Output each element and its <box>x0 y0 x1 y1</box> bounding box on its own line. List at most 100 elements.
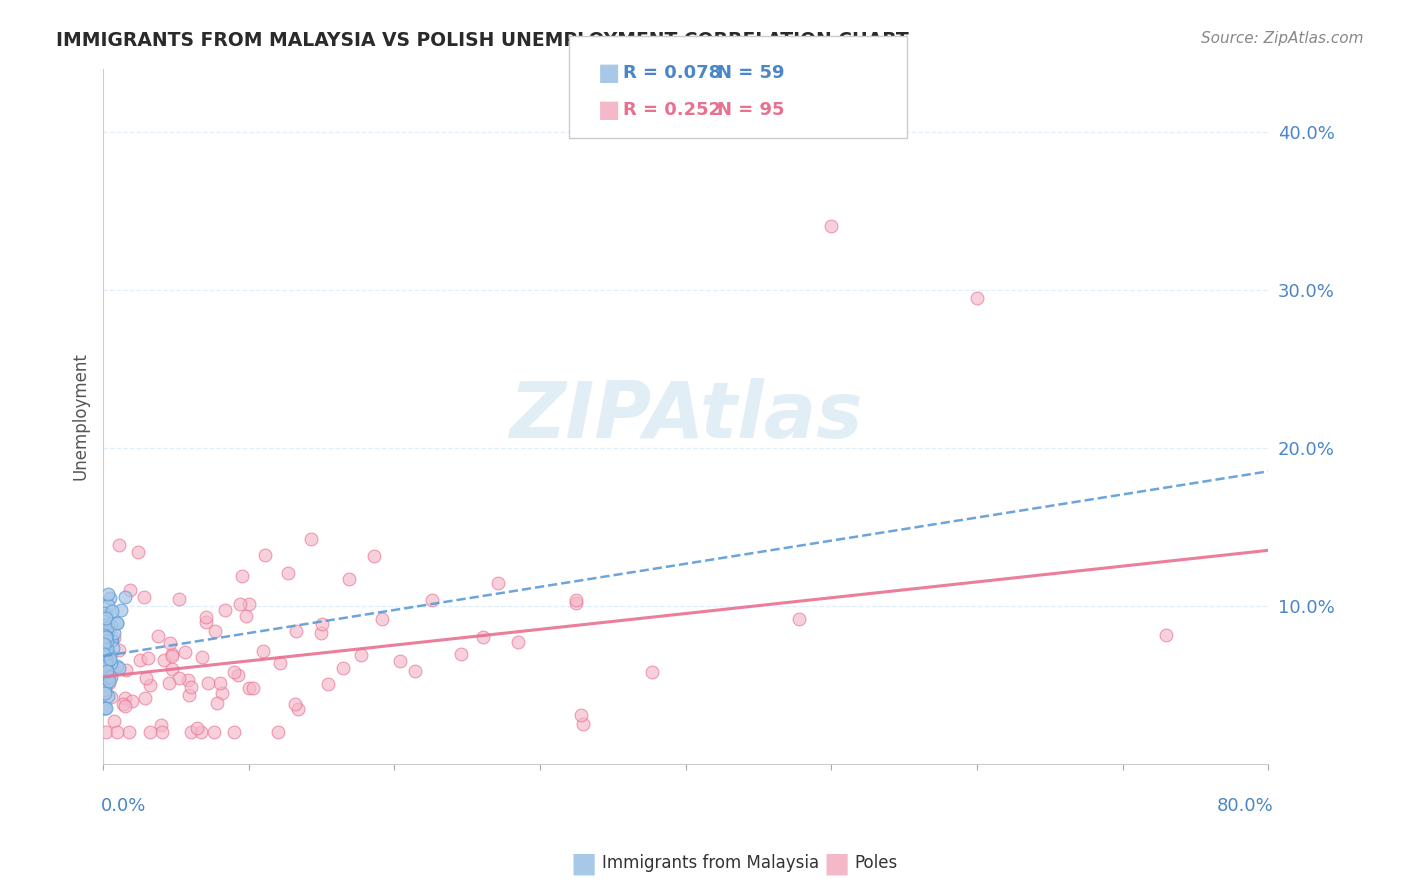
Point <box>94 682 117 697</box>
Point <box>107 538 129 552</box>
Point <box>121 694 143 708</box>
Point <box>114 699 136 714</box>
Point <box>94 725 117 739</box>
Point <box>100 670 122 684</box>
Point <box>197 675 219 690</box>
Point <box>252 643 274 657</box>
Point <box>103 626 125 640</box>
Point <box>224 725 246 739</box>
Point <box>96 625 118 640</box>
Point <box>177 688 200 702</box>
Point <box>94 677 117 691</box>
Point <box>363 549 385 564</box>
Point <box>160 648 183 662</box>
Point <box>631 101 654 115</box>
Point <box>97 586 120 600</box>
Point <box>111 697 134 711</box>
Point <box>93 643 115 657</box>
Point <box>118 725 141 739</box>
Point <box>98 591 121 605</box>
Point <box>287 701 309 715</box>
Text: ■: ■ <box>571 849 596 878</box>
Point <box>96 613 118 627</box>
Text: N = 59: N = 59 <box>717 64 785 82</box>
Point <box>253 548 276 562</box>
Text: Poles: Poles <box>855 855 898 872</box>
Point <box>350 648 373 662</box>
Point <box>195 615 218 629</box>
Point <box>450 647 472 661</box>
Point <box>152 725 174 739</box>
Point <box>318 677 340 691</box>
Y-axis label: Unemployment: Unemployment <box>72 352 89 480</box>
Point <box>100 690 122 705</box>
Point <box>103 631 125 645</box>
Point <box>114 663 136 677</box>
Point <box>94 657 117 672</box>
Point <box>208 676 231 690</box>
Point <box>486 576 509 591</box>
Point <box>235 608 257 623</box>
Point <box>96 621 118 635</box>
Point <box>191 650 214 665</box>
Point <box>93 647 115 661</box>
Point <box>190 725 212 739</box>
Point <box>97 689 120 703</box>
Point <box>136 651 159 665</box>
Point <box>139 725 162 739</box>
Point <box>93 627 115 641</box>
Point <box>174 645 197 659</box>
Point <box>211 686 233 700</box>
Point <box>820 219 842 234</box>
Point <box>202 725 225 739</box>
Point <box>96 658 118 673</box>
Point <box>93 606 115 620</box>
Point <box>120 582 142 597</box>
Point <box>641 665 664 679</box>
Point <box>337 572 360 586</box>
Point <box>110 603 132 617</box>
Point <box>205 696 228 710</box>
Point <box>309 626 332 640</box>
Text: R = 0.252: R = 0.252 <box>623 101 721 119</box>
Point <box>93 701 115 715</box>
Point <box>93 637 115 651</box>
Text: ZIPAtlas: ZIPAtlas <box>509 378 862 454</box>
Point <box>195 610 218 624</box>
Point <box>565 593 588 607</box>
Point <box>107 661 129 675</box>
Point <box>97 619 120 633</box>
Point <box>94 701 117 715</box>
Point <box>159 636 181 650</box>
Point <box>267 725 290 739</box>
Point <box>157 676 180 690</box>
Point <box>404 664 426 678</box>
Point <box>93 640 115 655</box>
Point <box>214 603 236 617</box>
Text: Source: ZipAtlas.com: Source: ZipAtlas.com <box>1201 31 1364 46</box>
Point <box>134 691 156 706</box>
Point <box>105 615 128 630</box>
Point <box>105 725 128 739</box>
Point <box>101 660 124 674</box>
Point <box>565 596 588 610</box>
Point <box>238 597 260 611</box>
Point <box>146 629 169 643</box>
Point <box>97 670 120 684</box>
Text: IMMIGRANTS FROM MALAYSIA VS POLISH UNEMPLOYMENT CORRELATION CHART: IMMIGRANTS FROM MALAYSIA VS POLISH UNEMP… <box>56 31 910 50</box>
Point <box>96 657 118 672</box>
Point <box>96 665 118 679</box>
Text: Immigrants from Malaysia: Immigrants from Malaysia <box>602 855 818 872</box>
Point <box>153 653 176 667</box>
Point <box>1154 628 1177 642</box>
Point <box>114 590 136 604</box>
Text: ■: ■ <box>824 849 849 878</box>
Text: N = 95: N = 95 <box>717 101 785 119</box>
Point <box>180 725 202 739</box>
Point <box>572 716 595 731</box>
Point <box>389 654 412 668</box>
Point <box>242 681 264 696</box>
Point <box>139 678 162 692</box>
Point <box>93 701 115 715</box>
Point <box>167 671 190 685</box>
